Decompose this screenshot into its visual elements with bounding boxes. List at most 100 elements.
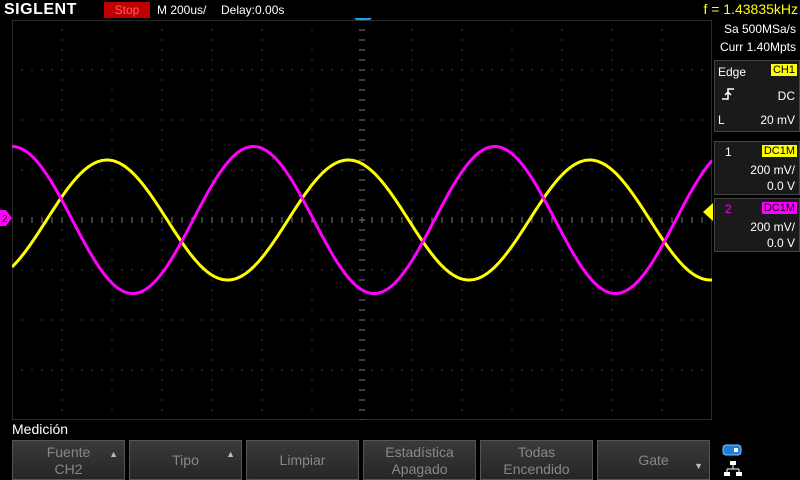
waveform-display[interactable] xyxy=(12,20,712,420)
grid-dot xyxy=(161,239,163,241)
grid-dot xyxy=(261,399,263,401)
ch1-panel[interactable]: 1 DC1M 200 mV/ 0.0 V xyxy=(714,141,800,195)
grid-dot xyxy=(471,20,473,21)
grid-dot xyxy=(661,329,663,331)
grid-dot xyxy=(251,119,253,121)
grid-dot xyxy=(611,329,613,331)
softkey-statistics[interactable]: Estadística Apagado xyxy=(363,440,476,480)
grid-dot xyxy=(351,119,353,121)
grid-dot xyxy=(711,229,712,231)
grid-dot xyxy=(241,20,243,21)
grid-dot xyxy=(411,189,413,191)
softkey-source[interactable]: Fuente CH2 ▲ xyxy=(12,440,125,480)
grid-dot xyxy=(161,49,163,51)
grid-dot xyxy=(661,149,663,151)
grid-dot xyxy=(111,229,113,231)
softkey-gate[interactable]: Gate ▼ xyxy=(597,440,710,480)
grid-dot xyxy=(321,269,323,271)
grid-dot xyxy=(561,309,563,311)
grid-dot xyxy=(271,20,273,21)
grid-dot xyxy=(12,299,13,301)
grid-dot xyxy=(61,349,63,351)
delay-readout[interactable]: Delay:0.00s xyxy=(221,3,285,17)
grid-dot xyxy=(71,419,73,420)
grid-dot xyxy=(271,169,273,171)
grid-dot xyxy=(181,169,183,171)
grid-dot xyxy=(111,389,113,391)
grid-dot xyxy=(581,369,583,371)
grid-dot xyxy=(211,409,213,411)
grid-dot xyxy=(711,199,712,201)
grid-dot xyxy=(111,20,113,21)
grid-dot xyxy=(21,319,23,321)
grid-dot xyxy=(541,419,543,420)
grid-dot xyxy=(21,419,23,420)
grid-dot xyxy=(161,279,163,281)
grid-dot xyxy=(31,119,33,121)
grid-dot xyxy=(711,39,712,41)
grid-dot xyxy=(561,369,563,371)
ch2-panel[interactable]: 2 DC1M 200 mV/ 0.0 V xyxy=(714,198,800,252)
grid-dot xyxy=(241,419,243,420)
grid-dot xyxy=(651,20,653,21)
grid-dot xyxy=(471,169,473,171)
grid-dot xyxy=(411,419,413,420)
grid-dot xyxy=(261,159,263,161)
grid-dot xyxy=(261,259,263,261)
grid-dot xyxy=(201,169,203,171)
grid-dot xyxy=(311,109,313,111)
grid-dot xyxy=(321,419,323,420)
grid-dot xyxy=(51,369,53,371)
grid-dot xyxy=(191,69,193,71)
grid-dot xyxy=(611,319,613,321)
grid-dot xyxy=(61,419,63,420)
waveform-canvas xyxy=(12,20,712,420)
grid-dot xyxy=(61,239,63,241)
grid-dot xyxy=(411,79,413,81)
grid-dot xyxy=(61,79,63,81)
grid-dot xyxy=(641,269,643,271)
grid-dot xyxy=(581,69,583,71)
rising-edge-icon xyxy=(721,87,735,104)
trigger-level-marker[interactable] xyxy=(703,203,713,221)
grid-dot xyxy=(311,69,313,71)
grid-dot xyxy=(411,239,413,241)
grid-dot xyxy=(561,349,563,351)
grid-dot xyxy=(12,289,13,291)
grid-dot xyxy=(321,319,323,321)
grid-dot xyxy=(51,169,53,171)
softkey-type-label: Tipo xyxy=(172,452,199,468)
grid-dot xyxy=(531,319,533,321)
grid-dot xyxy=(511,119,513,121)
grid-dot xyxy=(261,129,263,131)
grid-dot xyxy=(201,20,203,21)
grid-dot xyxy=(701,169,703,171)
grid-dot xyxy=(211,329,213,331)
grid-dot xyxy=(521,69,523,71)
trigger-panel[interactable]: Edge CH1 DC L 20 mV xyxy=(714,60,800,132)
run-stop-indicator[interactable]: Stop xyxy=(104,2,150,18)
grid-dot xyxy=(191,319,193,321)
ch2-ground-marker[interactable]: 2 xyxy=(0,210,12,226)
grid-dot xyxy=(641,419,643,420)
softkey-all[interactable]: Todas Encendido xyxy=(480,440,593,480)
grid-dot xyxy=(511,79,513,81)
grid-dot xyxy=(161,409,163,411)
grid-dot xyxy=(12,279,13,281)
grid-dot xyxy=(461,39,463,41)
timebase-readout[interactable]: M 200us/ xyxy=(157,3,207,17)
grid-dot xyxy=(471,419,473,420)
grid-dot xyxy=(51,419,53,420)
grid-dot xyxy=(211,199,213,201)
grid-dot xyxy=(261,279,263,281)
softkey-type[interactable]: Tipo ▲ xyxy=(129,440,242,480)
softkey-clear[interactable]: Limpiar xyxy=(246,440,359,480)
grid-dot xyxy=(41,20,43,21)
grid-dot xyxy=(391,269,393,271)
grid-dot xyxy=(661,189,663,191)
grid-dot xyxy=(411,20,413,21)
grid-dot xyxy=(711,189,712,191)
grid-dot xyxy=(511,269,513,271)
grid-dot xyxy=(21,69,23,71)
grid-dot xyxy=(451,419,453,420)
